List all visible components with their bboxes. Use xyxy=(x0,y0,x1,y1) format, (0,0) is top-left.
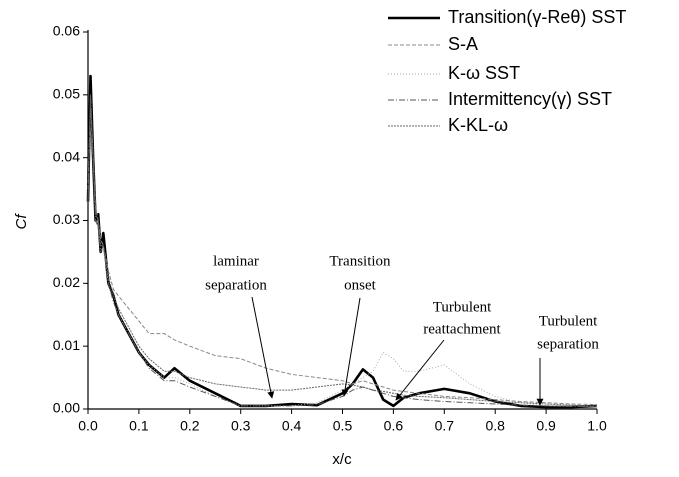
y-tick-label: 0.05 xyxy=(53,86,80,102)
annotation: Turbulent xyxy=(539,313,598,329)
x-tick-label: 0.0 xyxy=(78,418,98,434)
series-line xyxy=(87,94,598,407)
annotation: reattachment xyxy=(423,321,501,337)
legend-label: K-KL-ω xyxy=(448,115,508,135)
annotation: laminar xyxy=(213,253,259,269)
series-line xyxy=(87,94,597,407)
annotation: separation xyxy=(537,336,599,352)
x-tick-label: 1.0 xyxy=(587,418,607,434)
x-tick-label: 0.8 xyxy=(485,418,505,434)
annotation-arrow xyxy=(251,296,275,399)
x-tick-label: 0.6 xyxy=(384,418,404,434)
y-tick-label: 0.02 xyxy=(53,274,80,290)
y-tick-label: 0.03 xyxy=(53,211,80,227)
legend-label: Transition(γ-Reθ) SST xyxy=(448,7,626,27)
annotation-arrow xyxy=(341,297,361,397)
y-tick-label: 0.06 xyxy=(53,23,80,39)
series-line xyxy=(87,106,598,406)
y-tick-label: 0.01 xyxy=(53,337,80,353)
annotation: Transition xyxy=(329,253,391,269)
annotation: onset xyxy=(344,277,376,293)
legend-label: Intermittency(γ) SST xyxy=(448,89,612,109)
series-line xyxy=(86,74,598,409)
x-tick-label: 0.7 xyxy=(435,418,455,434)
annotation-arrow xyxy=(395,339,445,401)
y-axis-label: Cf xyxy=(13,213,30,230)
y-tick-label: 0.00 xyxy=(53,400,80,416)
x-tick-label: 0.2 xyxy=(180,418,200,434)
x-axis-label: x/c xyxy=(332,451,352,468)
series-line xyxy=(87,94,597,407)
x-tick-label: 0.9 xyxy=(536,418,556,434)
x-tick-label: 0.3 xyxy=(231,418,251,434)
x-tick-label: 0.5 xyxy=(333,418,353,434)
x-tick-label: 0.4 xyxy=(282,418,302,434)
annotation: Turbulent xyxy=(433,299,492,315)
x-tick-label: 0.1 xyxy=(129,418,149,434)
annotation: separation xyxy=(205,277,267,293)
legend-label: K-ω SST xyxy=(448,63,520,83)
y-tick-label: 0.04 xyxy=(53,148,80,164)
legend-label: S-A xyxy=(448,34,478,54)
